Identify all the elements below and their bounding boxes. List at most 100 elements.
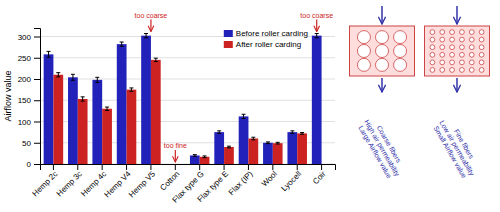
tick-mark [77,164,78,170]
error-cap [154,58,158,59]
tick: Coir [311,164,328,186]
diagram-fiber [440,30,445,35]
diagram-fiber [430,52,435,57]
tick-label: Hemp V5 [127,169,157,199]
bar [312,36,322,164]
error-bar [105,107,109,110]
bar [92,80,102,164]
error-cap [105,110,109,111]
tick-mark [34,122,40,123]
diagram-box [425,26,490,76]
tick-label: Flax type E [195,169,230,204]
error-bar [315,34,319,38]
error-cap [47,57,51,58]
tick-mark [150,164,151,170]
error-cap [71,80,75,81]
tick: 250 [18,54,40,63]
axis-line [41,165,336,171]
tick-label: Cotton [158,169,181,192]
tick: Wool [260,164,279,189]
tick: 200 [18,75,40,84]
diagram-label-line: Small Airflow value [432,125,467,179]
error-line [82,97,83,101]
axis-line [34,29,41,165]
tick-mark [175,164,176,170]
bar [127,90,137,164]
diagram-fiber [357,58,370,71]
error-line [146,34,147,38]
diagram-arrow [381,6,383,24]
diagram-label-line: Large Airflow value [356,125,393,180]
error-bar [95,77,99,82]
error-cap [290,133,294,134]
diagram-fiber [394,58,407,71]
bar [151,60,161,164]
error-cap [300,132,304,133]
annotation: too coarse [300,12,333,19]
chart: 050100150200250300Hemp 2cHemp 3cHemp 4cH… [0,0,500,212]
legend-swatch [224,41,233,48]
diagram-fiber [440,37,445,42]
error-line [243,114,244,118]
error-cap [56,76,60,77]
error-cap [81,101,85,102]
tick-label: 200 [18,75,32,84]
error-line [72,74,73,80]
tick-mark [272,164,273,170]
diagram-fiber [450,52,455,57]
diagram-fiber [479,30,484,35]
error-bar [266,142,270,144]
tick-mark [53,164,54,170]
bar [141,36,151,164]
diagram: Coarse fibersHigh air permeabilityLarge … [350,6,490,182]
error-line [121,42,122,46]
tick-label: 250 [18,54,32,63]
error-cap [105,107,109,108]
bar [117,44,127,164]
diagram-fiber [469,52,474,57]
diagram-fiber [430,68,435,73]
tick-mark [34,79,40,80]
error-bar [300,133,304,135]
error-line [131,88,132,91]
error-cap [242,114,246,115]
grid [40,37,335,165]
error-bar [120,42,124,46]
tick: 300 [18,33,40,42]
diagram-fiber [479,68,484,73]
tick-label: Lyocell [280,169,304,193]
series [44,34,322,164]
diagram-fiber [479,37,484,42]
error-bar [193,155,197,157]
error-bar [227,146,231,148]
diagram-fiber [430,30,435,35]
tick-label: 150 [18,96,32,105]
bar [297,133,307,164]
error-line [97,77,98,82]
bar [322,164,332,165]
error-cap [276,144,280,145]
diagram-fiber [450,37,455,42]
error-cap [154,61,158,62]
diagram-fiber [357,45,370,58]
legend-item: After roller carding [224,40,301,49]
error-cap [290,130,294,131]
diagram-fiber [440,60,445,65]
annotation-arrow [316,20,317,32]
error-cap [81,96,85,97]
tick-mark [297,164,298,170]
error-bar [144,34,148,38]
error-cap [120,42,124,43]
diagram-label: Fine fibersLow air permeabilitySmall Air… [432,115,483,181]
bar [175,164,185,165]
error-bar [71,74,75,80]
series [53,58,307,164]
tick-label: Hemp 3c [55,169,84,198]
error-cap [217,133,221,134]
diagram-fiber [394,45,407,58]
error-cap [144,37,148,38]
tick-label: Coir [311,169,328,186]
diagram-fiber [460,60,465,65]
diagram-arrow [456,6,458,24]
error-line [155,58,156,61]
